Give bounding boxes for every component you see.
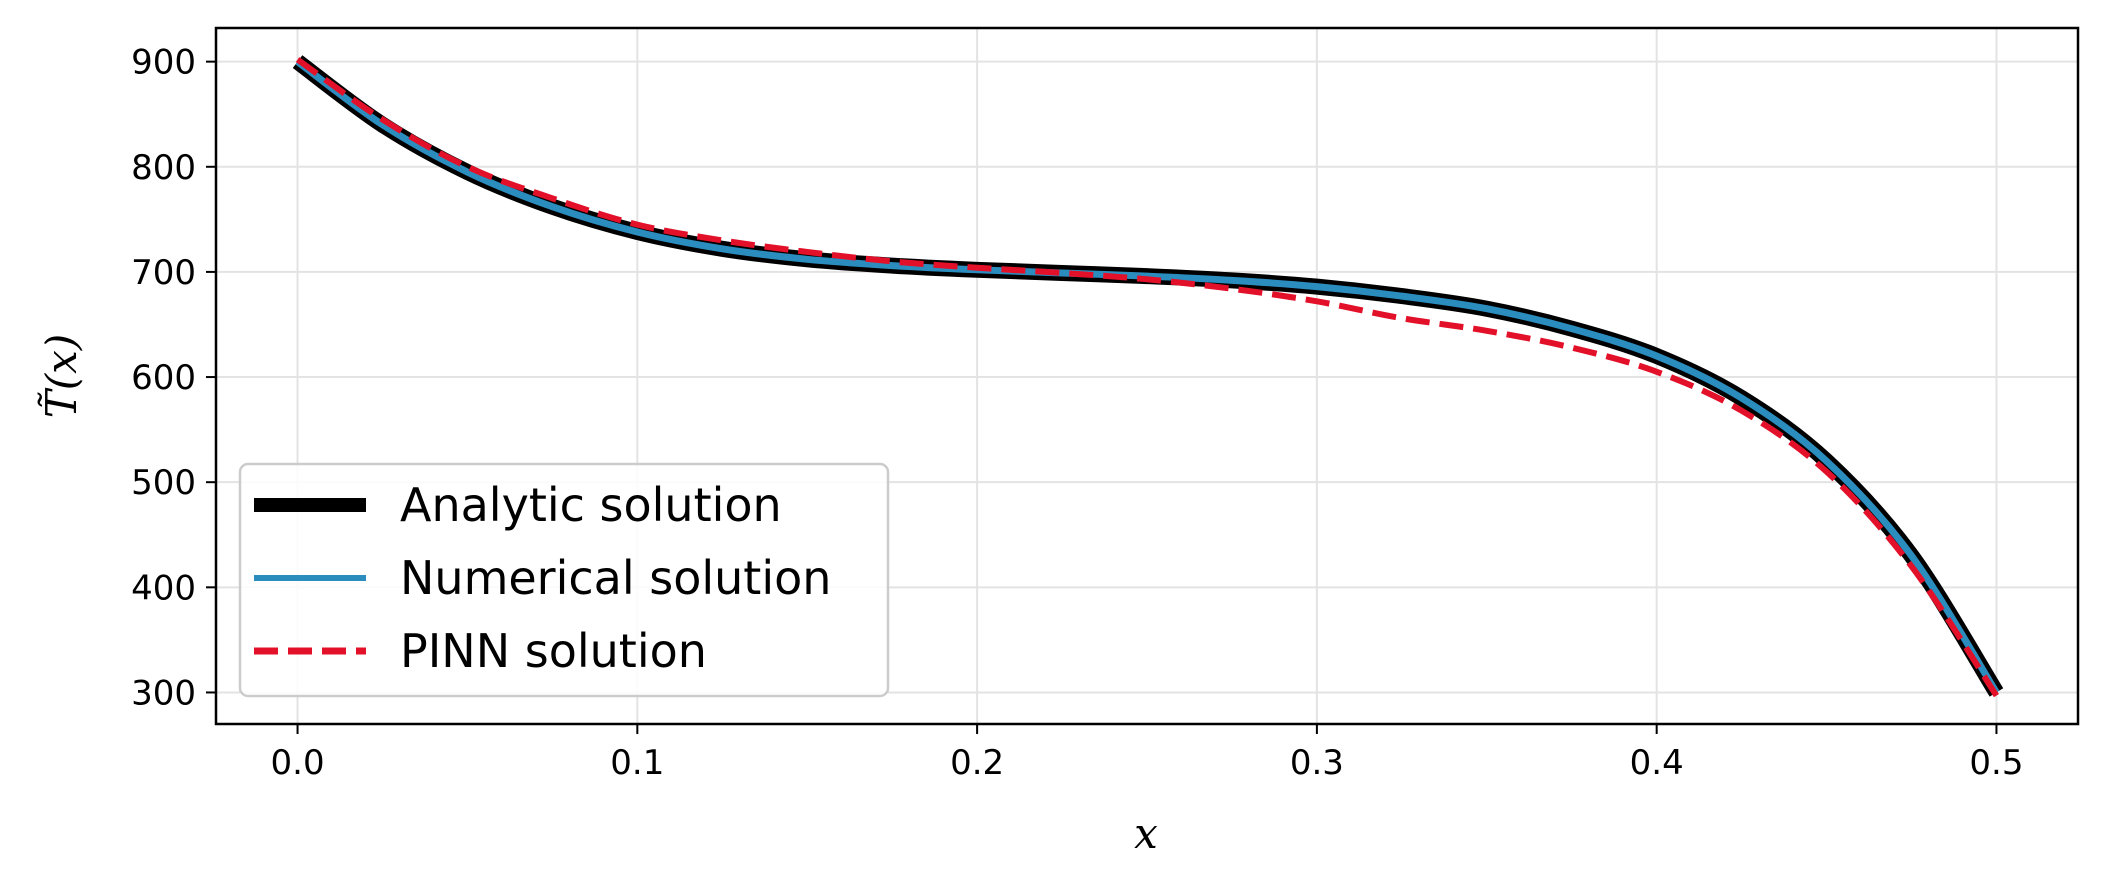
series-line-1 bbox=[295, 58, 2000, 695]
y-axis-label: T̃(x) bbox=[36, 334, 86, 418]
x-tick-label: 0.1 bbox=[610, 743, 664, 783]
y-tick-label: 300 bbox=[131, 673, 196, 713]
x-tick-label: 0.3 bbox=[1290, 743, 1344, 783]
x-tick-label: 0.2 bbox=[950, 743, 1004, 783]
y-tick-label: 800 bbox=[131, 148, 196, 188]
y-tick-label: 900 bbox=[131, 43, 196, 83]
x-tick-label: 0.4 bbox=[1630, 743, 1684, 783]
legend-label-analytic: Analytic solution bbox=[400, 478, 782, 532]
x-ticks: 0.0 0.1 0.2 0.3 0.4 0.5 bbox=[271, 724, 2023, 783]
legend-box bbox=[238, 462, 890, 698]
legend: Analytic solution Numerical solution PIN… bbox=[238, 462, 890, 698]
y-tick-label: 600 bbox=[131, 358, 196, 398]
legend-label-numerical: Numerical solution bbox=[400, 551, 831, 605]
x-tick-label: 0.5 bbox=[1969, 743, 2023, 783]
x-tick-label: 0.0 bbox=[271, 743, 325, 783]
plot-frame bbox=[214, 26, 2080, 726]
series-layer bbox=[292, 55, 2004, 698]
y-tick-label: 700 bbox=[131, 253, 196, 293]
y-tick-label: 500 bbox=[131, 463, 196, 503]
legend-label-pinn: PINN solution bbox=[400, 624, 707, 678]
series-line-2 bbox=[295, 57, 1999, 698]
x-axis-label: x bbox=[1134, 809, 1158, 858]
y-tick-label: 400 bbox=[131, 568, 196, 608]
y-ticks: 300 400 500 600 700 800 900 bbox=[131, 43, 216, 713]
